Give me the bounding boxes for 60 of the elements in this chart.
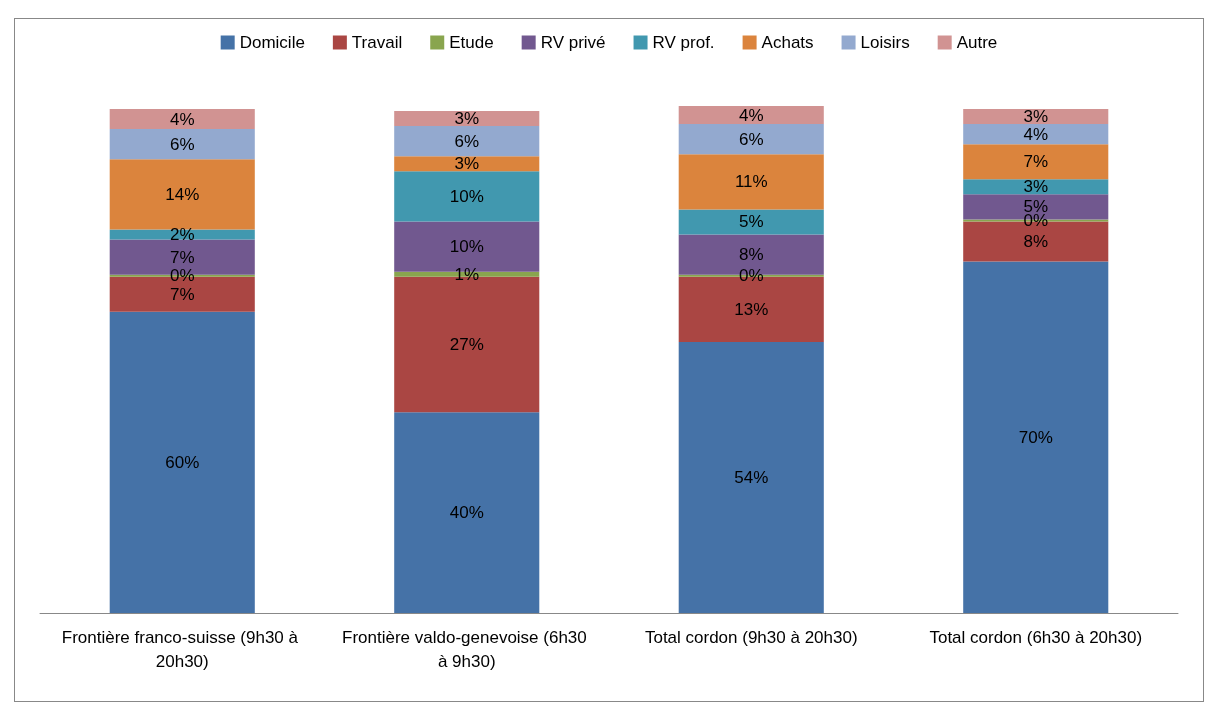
x-tick-label: Frontière valdo-genevoise (6h30 à 9h30) — [342, 627, 592, 671]
data-label: 54% — [734, 467, 769, 487]
legend-label: Loisirs — [860, 33, 910, 52]
data-label: 7% — [169, 284, 195, 304]
bar — [678, 341, 824, 613]
data-label: 40% — [449, 503, 484, 523]
data-label: 4% — [738, 105, 764, 125]
legend-label: Achats — [761, 33, 814, 52]
bar — [109, 311, 255, 613]
legend-label: Autre — [956, 33, 998, 52]
data-label: 10% — [449, 237, 484, 257]
data-label: 6% — [169, 134, 195, 154]
bar — [394, 126, 540, 157]
bar — [963, 124, 1109, 145]
data-label: 5% — [738, 212, 764, 232]
data-label: 14% — [165, 184, 200, 204]
bar — [963, 144, 1109, 180]
bar — [109, 229, 255, 240]
legend-label: Travail — [351, 33, 403, 52]
data-label: 3% — [1023, 177, 1049, 197]
data-label: 7% — [169, 247, 195, 267]
data-label: 70% — [1018, 427, 1053, 447]
bar — [963, 109, 1109, 125]
data-label: 2% — [169, 225, 195, 245]
bar — [678, 154, 824, 210]
bar — [678, 124, 824, 155]
bar — [394, 171, 540, 222]
data-label: 10% — [449, 186, 484, 206]
data-label: 13% — [734, 299, 769, 319]
x-tick-label: Total cordon (6h30 à 20h30) — [929, 627, 1143, 647]
data-label: 3% — [454, 154, 480, 174]
x-tick-label: Frontière franco-suisse (9h30 à 20h30) — [61, 627, 303, 671]
legend-label: RV privé — [540, 33, 606, 52]
bar — [963, 179, 1109, 195]
bar — [394, 412, 540, 613]
data-label: 7% — [1023, 152, 1049, 172]
data-label: 3% — [1023, 107, 1049, 127]
bar — [394, 111, 540, 127]
data-label: 0% — [169, 266, 195, 286]
data-label: 8% — [1023, 232, 1049, 252]
data-label: 4% — [1023, 124, 1049, 144]
bar — [963, 261, 1109, 613]
bar — [109, 159, 255, 230]
legend-label: RV prof. — [652, 33, 715, 52]
data-label: 8% — [738, 245, 764, 265]
bar — [109, 129, 255, 160]
data-label: 6% — [738, 129, 764, 149]
bar — [394, 156, 540, 172]
data-label: 0% — [738, 266, 764, 286]
data-label: 3% — [454, 109, 480, 129]
data-label: 4% — [169, 109, 195, 129]
x-tick-label: Total cordon (9h30 à 20h30) — [644, 627, 858, 647]
data-label: 11% — [734, 172, 768, 192]
data-label: 60% — [165, 452, 200, 472]
bar — [109, 109, 255, 130]
data-label: 27% — [449, 334, 484, 354]
data-label: 6% — [454, 131, 480, 151]
bar — [678, 209, 824, 235]
legend-label: Domicile — [239, 33, 305, 52]
legend-label: Etude — [449, 33, 494, 52]
